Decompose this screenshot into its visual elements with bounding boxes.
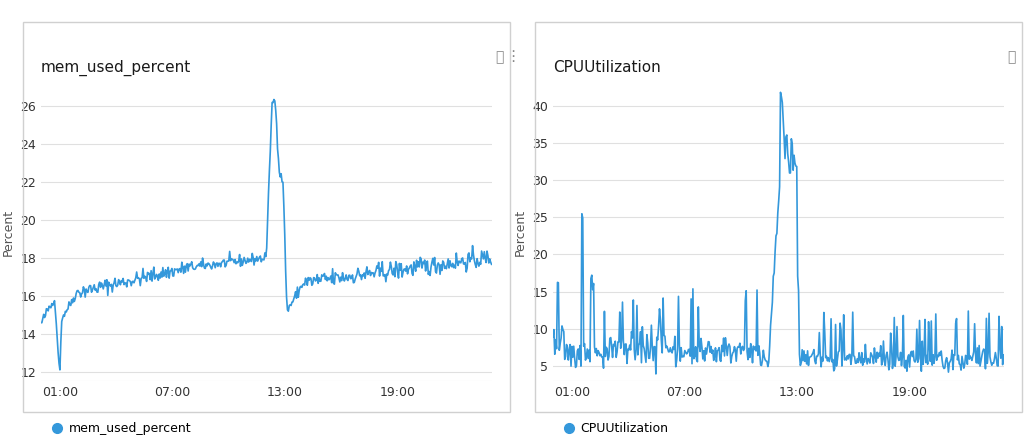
Text: CPUUtilization: CPUUtilization (553, 60, 660, 75)
Y-axis label: Percent: Percent (2, 208, 14, 256)
Text: ⓘ: ⓘ (1008, 50, 1016, 64)
Text: ⓘ: ⓘ (496, 50, 504, 64)
Text: ⋮: ⋮ (506, 49, 520, 64)
Text: mem_used_percent: mem_used_percent (41, 60, 191, 76)
Legend: mem_used_percent: mem_used_percent (47, 417, 196, 438)
Y-axis label: Percent: Percent (514, 208, 526, 256)
Legend: CPUUtilization: CPUUtilization (559, 417, 674, 438)
Text: ⋮: ⋮ (1018, 49, 1024, 64)
